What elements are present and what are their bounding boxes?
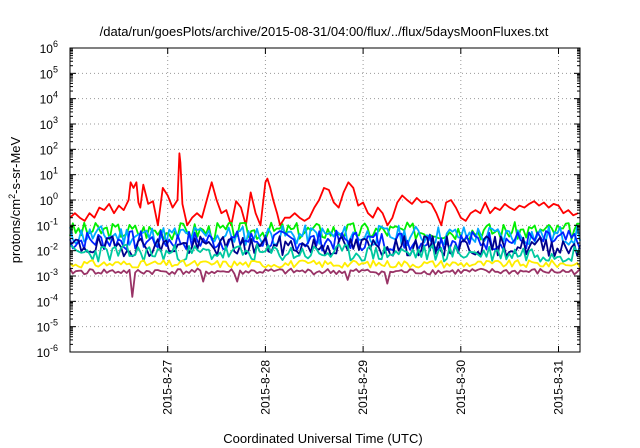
y-tick-label: 103	[40, 115, 58, 132]
series-line-5	[69, 235, 581, 258]
y-tick-label: 100	[40, 191, 58, 208]
y-tick-label: 10-5	[37, 318, 58, 335]
series-line-7	[69, 259, 581, 269]
y-tick-label: 101	[40, 166, 58, 183]
y-tick-label: 10-1	[37, 216, 58, 233]
chart-title: /data/run/goesPlots/archive/2015-08-31/0…	[100, 24, 549, 39]
y-axis-label-rest: -s-sr-MeV	[8, 136, 23, 193]
y-tick-label: 104	[40, 90, 58, 107]
x-tick-label: 2015-8-29	[356, 360, 370, 415]
y-tick-label: 102	[40, 140, 58, 157]
y-tick-label: 10-4	[37, 292, 58, 309]
x-tick-label: 2015-8-27	[161, 360, 175, 415]
y-axis-label: protons/cm2-s-sr-MeV	[7, 136, 23, 263]
series-group	[69, 152, 581, 298]
series-line-6	[69, 243, 581, 263]
x-axis-label: Coordinated Universal Time (UTC)	[223, 431, 422, 446]
y-axis: 10-6 10-5 10-4 10-3 10-2 10-1 100 101 102 103 104 1…	[37, 39, 580, 360]
y-tick-label: 106	[40, 39, 58, 56]
series-line-8	[69, 267, 581, 298]
y-axis-label-main: protons/cm	[8, 199, 23, 263]
y-tick-label: 10-2	[37, 242, 58, 259]
series-line-1	[69, 152, 579, 227]
y-tick-label: 10-6	[37, 343, 58, 360]
x-axis: 2015-8-27 2015-8-28 2015-8-29 2015-8-30 2015…	[161, 48, 566, 415]
x-tick-label: 2015-8-31	[552, 360, 566, 415]
y-axis-label-sup: 2	[7, 194, 17, 199]
y-tick-label: 105	[40, 64, 58, 81]
y-tick-label: 10-3	[37, 267, 58, 284]
x-tick-label: 2015-8-30	[454, 360, 468, 415]
x-tick-label: 2015-8-28	[258, 360, 272, 415]
